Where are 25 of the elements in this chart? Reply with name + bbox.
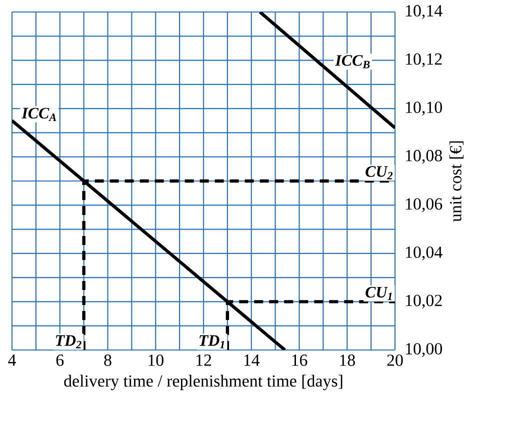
y-axis-title: unit cost [€] xyxy=(449,141,464,222)
annotation: CU$_{1}$ xyxy=(366,286,392,300)
series-label: ICC$_{B}$ xyxy=(335,55,370,68)
x-axis-title: delivery time / replenishment time [days] xyxy=(64,374,342,390)
y-tick-label: 10,06 xyxy=(406,198,442,212)
y-tick-label: 10,12 xyxy=(406,53,442,68)
x-tick-label: 12 xyxy=(196,354,212,366)
annotation: TD$_{2}$ xyxy=(56,335,82,348)
y-tick-label: 10,14 xyxy=(406,5,442,19)
x-tick-label: 20 xyxy=(387,354,403,366)
x-tick-label: 14 xyxy=(244,354,260,366)
y-tick-label: 10,08 xyxy=(406,150,442,164)
x-tick-label: 18 xyxy=(340,354,355,366)
y-tick-label: 10,10 xyxy=(406,102,442,116)
annotation: CU$_{2}$ xyxy=(366,166,393,180)
x-tick-label: 10 xyxy=(148,354,164,366)
annotation: TD$_{1}$ xyxy=(200,335,224,348)
x-tick-label: 4 xyxy=(8,354,16,366)
series-label: ICC$_{A}$ xyxy=(22,108,56,121)
y-tick-label: 10,02 xyxy=(406,294,442,309)
x-tick-label: 8 xyxy=(104,354,112,366)
y-tick-label: 10,04 xyxy=(406,246,442,260)
y-tick-label: 10,00 xyxy=(406,343,442,357)
x-tick-label: 16 xyxy=(292,354,308,366)
x-tick-label: 6 xyxy=(56,354,64,366)
